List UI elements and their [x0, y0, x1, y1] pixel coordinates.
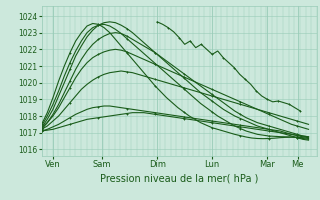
- X-axis label: Pression niveau de la mer( hPa ): Pression niveau de la mer( hPa ): [100, 173, 258, 183]
